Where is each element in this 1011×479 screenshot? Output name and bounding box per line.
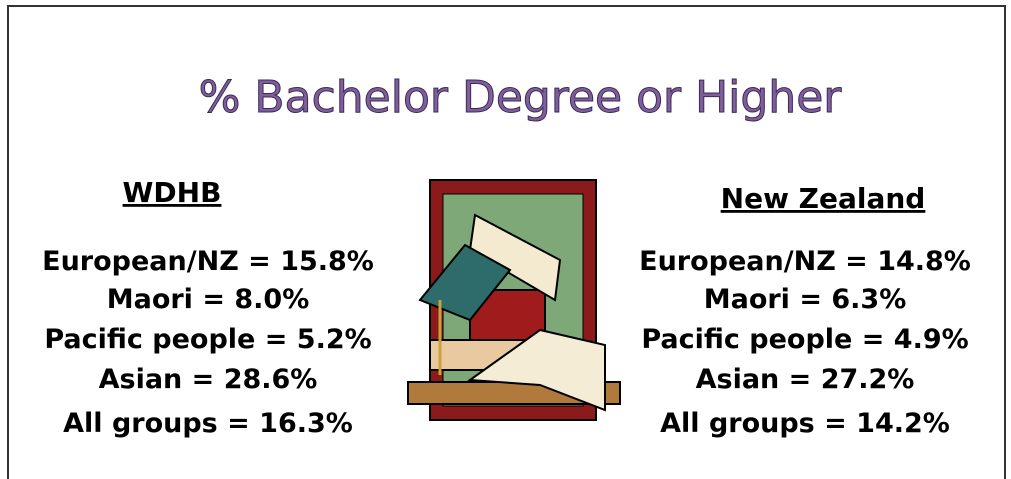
left-line: Asian = 28.6% [99,364,318,395]
right-line: Asian = 27.2% [696,364,915,395]
left-line: Maori = 8.0% [107,284,310,315]
left-heading: WDHB [123,176,222,209]
right-line: Pacific people = 4.9% [641,324,968,355]
clipart [408,180,620,420]
left-line: All groups = 16.3% [63,408,353,439]
slide: % Bachelor Degree or Higher WDHB New Zea… [0,0,1011,479]
right-heading: New Zealand [721,182,926,215]
left-line: European/NZ = 15.8% [42,246,374,277]
right-line: All groups = 14.2% [660,408,950,439]
right-line: European/NZ = 14.8% [639,246,971,277]
right-line: Maori = 6.3% [704,284,907,315]
left-line: Pacific people = 5.2% [44,324,371,355]
title: % Bachelor Degree or Higher [199,72,843,123]
